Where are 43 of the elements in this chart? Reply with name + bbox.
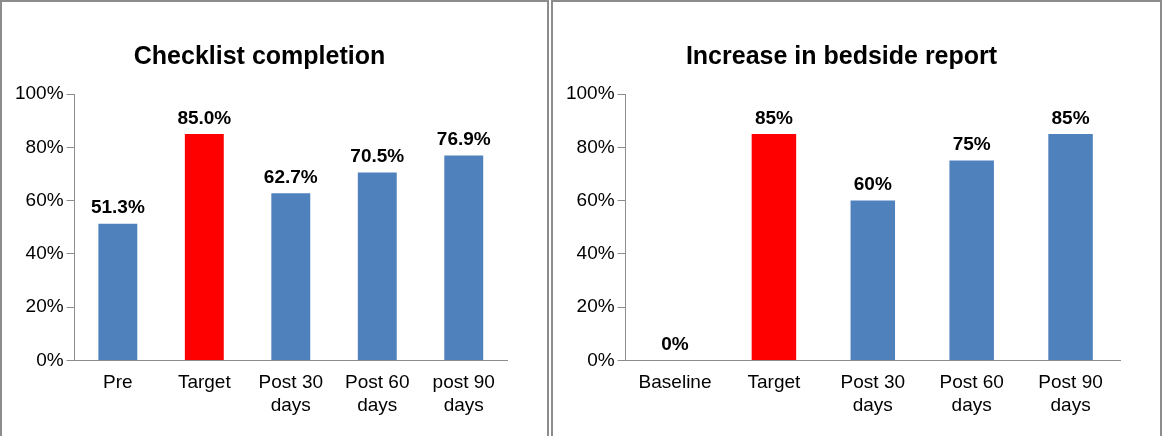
bar [751,133,797,360]
x-tick-label: Target [747,371,802,393]
bar [850,200,896,360]
y-tick-label: 60% [25,188,64,210]
x-tick-label: Post 30 days [840,371,906,415]
data-label: 60% [853,173,892,195]
y-tick-label: 20% [25,295,64,317]
y-tick-label: 80% [25,135,64,157]
x-tick-label: Post 90 days [1038,371,1103,415]
data-label: 70.5% [350,145,405,167]
y-tick-label: 0% [587,348,615,370]
data-label: 62.7% [263,166,318,188]
data-label: 76.9% [436,128,491,150]
data-label: 85% [1051,106,1090,128]
chart-title: Increase in bedside report [685,40,998,69]
y-tick-label: 80% [576,135,615,157]
data-label: 0% [661,333,689,355]
data-label: 75% [952,133,991,155]
x-tick-label: Post 60 days [345,371,410,415]
x-tick-label: Post 30 days [258,371,324,415]
y-tick-label: 40% [25,242,64,264]
y-tick-label: 0% [36,348,64,370]
x-tick-label: Baseline [638,371,712,393]
y-tick-label: 60% [576,188,615,210]
bar [949,160,994,360]
x-tick-label: Post 60 days [939,371,1004,415]
bar [444,155,484,360]
y-tick-label: 40% [576,242,615,264]
data-label: 85% [754,106,794,128]
y-tick-label: 20% [576,295,615,317]
bar [184,133,224,360]
y-tick-label: 100% [565,82,615,104]
bar [98,223,138,360]
x-tick-label: post 90 days [432,371,495,415]
data-label: 51.3% [90,196,145,218]
bar [1048,133,1093,360]
bar [271,193,311,360]
x-tick-label: Target [177,371,232,393]
bar [357,172,397,360]
y-tick-label: 100% [14,82,64,104]
data-label: 85.0% [177,106,232,128]
chart-title: Checklist completion [133,40,386,69]
x-tick-label: Pre [103,371,133,393]
